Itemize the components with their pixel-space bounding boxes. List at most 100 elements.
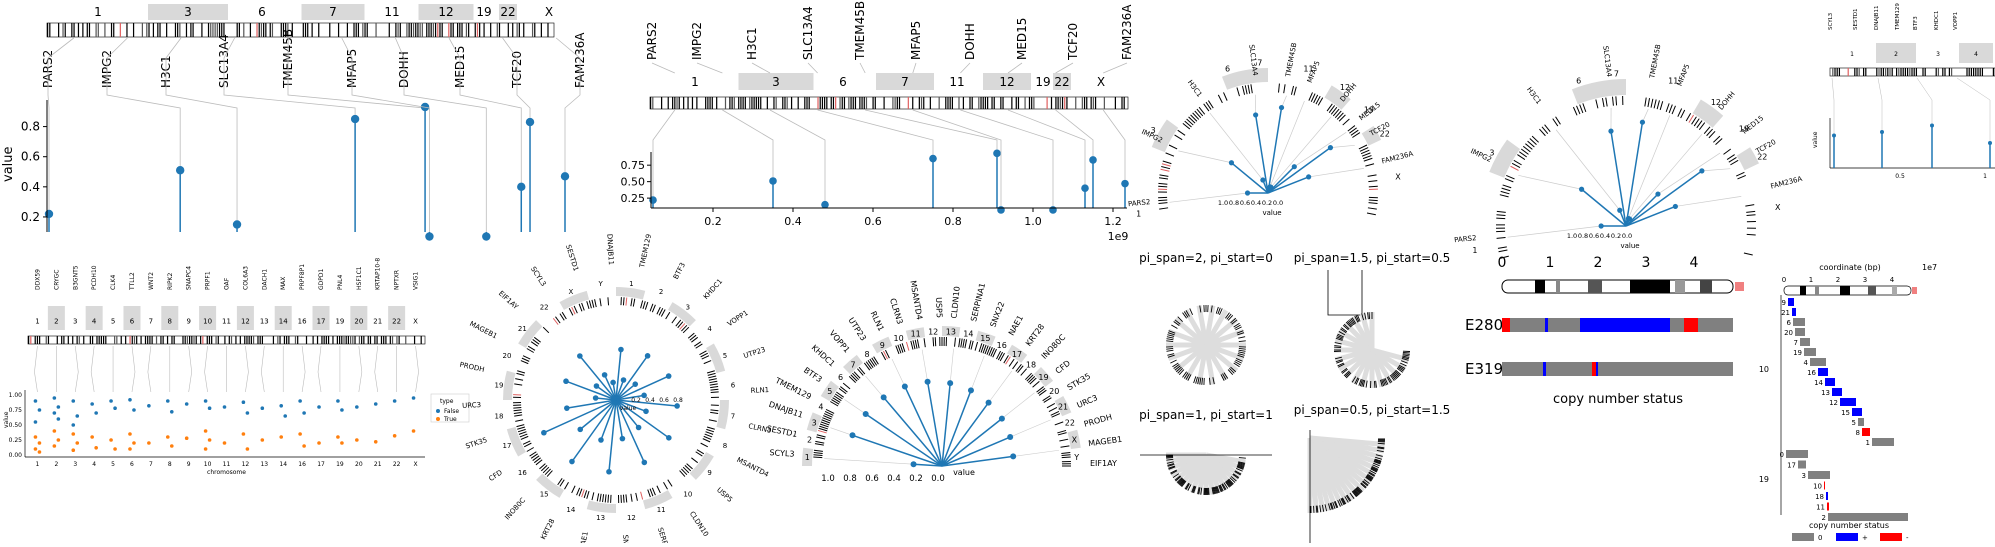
ideogram-small-band <box>1892 68 1893 76</box>
x-axis-label: copy number status <box>1553 392 1683 407</box>
gene-label: USP5 <box>715 486 734 504</box>
ideogram-strip-band <box>306 336 307 344</box>
ideogram-band <box>1158 203 1167 204</box>
radial-tick-label: 0.4 <box>1600 232 1610 240</box>
ideogram-medium-band <box>767 97 768 109</box>
ideogram-strip-band <box>392 336 393 344</box>
ideogram-small-band <box>1907 68 1908 76</box>
chrom-label: 7 <box>731 412 735 420</box>
ideogram-large-band <box>523 23 524 37</box>
ideogram-strip-band <box>211 336 212 344</box>
ideogram-large-band <box>347 23 348 37</box>
ideogram-band <box>543 327 549 333</box>
ideogram-medium-band <box>1104 97 1105 109</box>
gene-label: INO80C <box>503 496 527 521</box>
ideogram-small-band <box>1883 68 1884 76</box>
strip-chrom-label: 6 <box>130 317 135 325</box>
ideogram-band <box>1030 378 1037 384</box>
ideogram-strip-band <box>30 336 31 344</box>
gene-connector <box>808 63 818 73</box>
ideogram-band <box>582 490 585 498</box>
ideogram-small-band <box>1949 68 1950 76</box>
cn-segment-gain <box>1580 318 1670 332</box>
lollipop-head <box>850 432 856 438</box>
ideogram-strip-band <box>35 336 36 344</box>
ideogram-strip-band <box>279 336 280 344</box>
ideogram-band <box>1334 347 1341 348</box>
ideogram-large-band <box>428 23 429 37</box>
lollipop-head <box>1608 129 1613 134</box>
ideogram-band <box>1654 100 1656 109</box>
ideogram-band <box>704 436 711 439</box>
chrom-label: 18 <box>495 412 504 420</box>
ideogram-medium-band <box>1024 97 1025 109</box>
cn-segment <box>1804 348 1816 356</box>
ideogram-medium-band <box>696 97 697 109</box>
y-axis-label: value <box>1 146 16 182</box>
y-tick-label: 0.4 <box>21 180 40 194</box>
gene-label: URC3 <box>1075 393 1098 410</box>
ideogram-large-band <box>148 23 149 37</box>
ideogram-band <box>584 490 586 498</box>
chrom-label: 3 <box>686 303 690 311</box>
ideogram-band <box>514 410 522 411</box>
ideogram-strip-band <box>321 336 322 344</box>
x-tick-label: 1.2 <box>1104 215 1122 228</box>
gene-label: SLC13A4 <box>801 6 815 60</box>
ideogram-strip-band <box>39 336 40 344</box>
ideogram-large-band <box>431 23 432 37</box>
ideogram-large-band <box>338 23 339 37</box>
chrom-label: 2 <box>807 436 812 445</box>
ideogram-band <box>1368 312 1369 319</box>
subplot-title: pi_span=1, pi_start=1 <box>1139 408 1273 422</box>
segment-label: 4 <box>1804 359 1809 367</box>
ideogram-large-band <box>375 23 376 37</box>
gene-label: PRODH <box>459 361 485 374</box>
ideogram-large-band <box>413 23 414 37</box>
x-tick-label: 1.0 <box>1024 215 1042 228</box>
ideogram-band <box>1039 390 1046 395</box>
ideogram-band <box>641 492 643 500</box>
ideogram-strip-band <box>253 336 254 344</box>
lollipop-head <box>666 435 672 441</box>
segment-label: 21 <box>1781 309 1790 317</box>
ideogram-large-band <box>395 23 396 37</box>
ideogram-large-band <box>497 23 498 37</box>
radial-tick-label: 0.6 <box>1240 199 1250 207</box>
lollipop-head <box>610 380 616 386</box>
cn-segment <box>1795 328 1805 336</box>
strip-point-false <box>298 399 302 403</box>
ideogram-medium-band <box>930 97 931 109</box>
ideogram-band <box>1503 185 1512 188</box>
ideogram-band <box>959 338 960 347</box>
ideogram-band <box>1278 84 1279 93</box>
ideogram-medium-band <box>738 97 739 109</box>
ideogram-band <box>592 492 594 500</box>
ideogram-large-band <box>499 23 500 37</box>
ideogram-band <box>521 361 528 364</box>
ideogram-band <box>1044 398 1052 403</box>
chrom-sector <box>1489 140 1520 178</box>
strip-point-true <box>208 438 212 442</box>
ideogram-band <box>1218 95 1222 103</box>
ideogram-band <box>1025 373 1031 379</box>
chrom-label: 7 <box>329 5 337 19</box>
ideogram-strip-band <box>134 336 135 344</box>
strip-chrom-label: 16 <box>298 317 307 325</box>
cn-segment <box>1793 318 1805 326</box>
radial-tick-label: 0.0 <box>931 474 945 484</box>
ideogram-large-band <box>406 23 407 37</box>
lollipop-head <box>598 437 604 443</box>
ideogram-medium-band <box>1115 97 1116 109</box>
subplot-frame <box>1328 270 1362 315</box>
ideogram-band <box>1239 341 1246 342</box>
ideogram-red-end <box>1735 282 1744 291</box>
gene-label: KHDC1 <box>810 343 837 368</box>
ideogram-medium-band <box>822 97 823 109</box>
row-label: E280 <box>1465 316 1503 334</box>
gene-connector <box>1702 169 1730 171</box>
gene-label: CLDN10 <box>950 286 962 319</box>
ideogram-large-band <box>475 23 476 37</box>
gene-label: SCYL3 <box>769 448 794 459</box>
gene-connector <box>922 350 927 382</box>
